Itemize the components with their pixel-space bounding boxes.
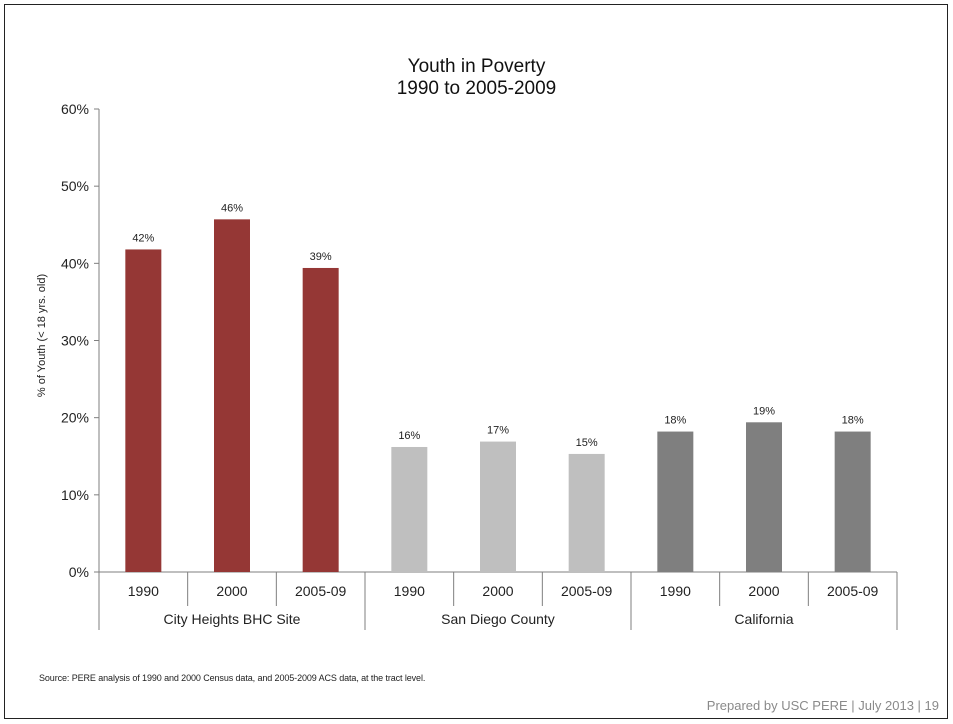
x-category-label: 2000: [216, 583, 247, 599]
x-category-label: 2000: [748, 583, 779, 599]
data-label: 42%: [132, 232, 154, 244]
x-group-label: California: [734, 611, 793, 627]
x-category-label: 1990: [660, 583, 691, 599]
data-label: 17%: [487, 425, 509, 437]
data-label: 39%: [310, 251, 332, 263]
data-label: 18%: [842, 415, 864, 427]
x-category-label: 2005-09: [561, 583, 613, 599]
bar: [657, 431, 694, 572]
chart-title-line-1: Youth in Poverty: [407, 56, 546, 77]
x-group-label: San Diego County: [441, 611, 555, 627]
data-label: 15%: [576, 437, 598, 449]
bar: [746, 422, 782, 572]
x-category-label: 2005-09: [827, 583, 879, 599]
x-category-label: 2005-09: [295, 583, 347, 599]
y-axis-title: % of Youth (< 18 yrs. old): [36, 274, 48, 397]
footer-text: Prepared by USC PERE | July 2013 | 19: [706, 698, 939, 713]
y-tick-label: 60%: [61, 101, 89, 117]
y-tick-label: 0%: [69, 564, 89, 580]
bar: [568, 453, 605, 572]
bar: [302, 267, 339, 572]
y-tick-label: 50%: [61, 178, 89, 194]
data-label: 46%: [221, 202, 243, 214]
y-tick-label: 30%: [61, 333, 89, 349]
data-label: 16%: [398, 430, 420, 442]
bar: [834, 431, 871, 572]
x-category-label: 1990: [394, 583, 425, 599]
bar: [480, 441, 516, 572]
bar: [214, 219, 250, 572]
y-tick-label: 40%: [61, 255, 89, 271]
x-category-label: 1990: [128, 583, 159, 599]
data-label: 18%: [664, 415, 686, 427]
y-tick-label: 10%: [61, 487, 89, 503]
x-group-label: City Heights BHC Site: [164, 611, 301, 627]
chart-title-line-2: 1990 to 2005-2009: [396, 78, 557, 99]
bar: [125, 249, 162, 572]
data-label: 19%: [753, 405, 775, 417]
bar: [391, 446, 428, 572]
y-tick-label: 20%: [61, 410, 89, 426]
source-note: Source: PERE analysis of 1990 and 2000 C…: [39, 673, 426, 683]
x-category-label: 2000: [482, 583, 513, 599]
